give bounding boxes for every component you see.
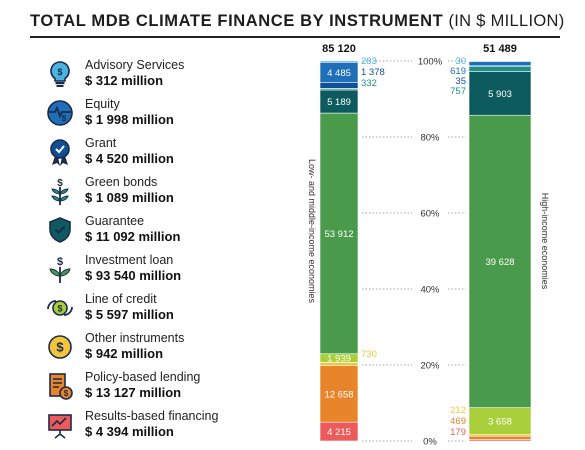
bar-segment <box>468 60 532 67</box>
segment-label: 757 <box>450 86 466 97</box>
legend-item-results-based-financing: Results-based financing $ 4 394 million <box>45 409 285 445</box>
legend-name: Green bonds <box>85 175 158 189</box>
legend-item-investment-loan: $ Investment loan $ 93 540 million <box>45 253 285 289</box>
segment-label: 3 658 <box>488 417 512 428</box>
legend-value: $ 13 127 million <box>85 385 182 400</box>
legend-name: Grant <box>85 136 117 150</box>
segment-label: 619 <box>450 66 466 77</box>
advisory-services-icon: $ <box>50 61 70 87</box>
svg-text:$: $ <box>57 67 62 77</box>
svg-text:$: $ <box>56 340 64 355</box>
legend-item-line-of-credit: $ Line of credit $ 5 597 million <box>45 292 285 328</box>
legend-value: $ 11 092 million <box>85 229 181 244</box>
investment-loan-icon: $ <box>49 256 71 283</box>
chart-title-unit: (IN $ MILLION) <box>448 12 565 30</box>
other-instruments-icon: $ <box>48 335 72 359</box>
segment-label: 35 <box>455 76 466 87</box>
legend-value: $ 4 520 million <box>85 151 174 166</box>
legend-name: Equity <box>85 97 120 111</box>
bar-segment <box>468 114 532 408</box>
green-bonds-icon: $ <box>51 178 69 205</box>
svg-text:$: $ <box>62 114 67 123</box>
segment-label: 1 378 <box>361 67 385 78</box>
y-tick-label: 20% <box>420 361 440 372</box>
y-tick-label: 60% <box>420 209 440 220</box>
legend-item-advisory-services: $ Advisory Services $ 312 million <box>45 58 285 94</box>
policy-based-lending-icon: $ <box>49 373 73 400</box>
legend-value: $ 5 597 million <box>85 307 174 322</box>
legend-value: $ 1 998 million <box>85 112 174 127</box>
segment-label: 332 <box>361 78 377 89</box>
bar-segment <box>319 81 359 89</box>
svg-text:$: $ <box>57 256 63 268</box>
segment-label: 5 189 <box>327 97 351 108</box>
svg-text:$: $ <box>64 389 69 398</box>
legend-name: Results-based financing <box>85 409 219 423</box>
svg-text:$: $ <box>57 304 62 314</box>
y-tick-label: 100% <box>418 57 443 68</box>
bar-segment <box>468 435 532 440</box>
legend-name: Investment loan <box>85 253 174 267</box>
y-tick-label: 0% <box>423 437 437 448</box>
chart-title: TOTAL MDB CLIMATE FINANCE BY INSTRUMENT … <box>30 12 564 31</box>
legend-item-green-bonds: $ Green bonds $ 1 089 million <box>45 175 285 211</box>
bar-segment <box>468 65 532 72</box>
legend-item-guarantee: Guarantee $ 11 092 million <box>45 214 285 250</box>
segment-label: 730 <box>361 349 377 360</box>
segment-label: 212 <box>450 405 466 416</box>
legend-value: $ 1 089 million <box>85 190 174 205</box>
legend-value: $ 312 million <box>85 73 164 88</box>
svg-text:$: $ <box>57 178 63 189</box>
legend-value: $ 942 million <box>85 346 164 361</box>
chart-title-text: TOTAL MDB CLIMATE FINANCE BY INSTRUMENT <box>30 12 444 30</box>
grant-icon <box>50 139 70 166</box>
segment-label: 5 903 <box>488 89 512 100</box>
segment-label: 30 <box>455 56 466 67</box>
legend-name: Other instruments <box>85 331 185 345</box>
segment-label: 39 628 <box>485 257 514 268</box>
legend-item-equity: $ Equity $ 1 998 million <box>45 97 285 133</box>
segment-label: 53 912 <box>324 229 353 240</box>
legend-value: $ 93 540 million <box>85 268 182 283</box>
bar-total-label: 85 120 <box>322 43 356 55</box>
results-based-financing-icon <box>48 414 72 439</box>
segment-label: 4 215 <box>327 427 351 438</box>
segment-label: 179 <box>450 427 466 438</box>
legend-name: Policy-based lending <box>85 370 201 384</box>
bar-segment <box>468 407 532 435</box>
category-label: Low- and middle-income economies <box>307 159 317 304</box>
legend-name: Guarantee <box>85 214 145 228</box>
segment-label: 4 485 <box>327 68 351 79</box>
bar-total-label: 51 489 <box>483 43 517 55</box>
equity-icon: $ <box>47 100 73 126</box>
y-tick-label: 40% <box>420 285 440 296</box>
legend-item-other-instruments: $ Other instruments $ 942 million <box>45 331 285 367</box>
bar-segment <box>319 60 359 63</box>
segment-label: 283 <box>361 56 377 67</box>
bar-segment <box>468 71 532 116</box>
segment-label: 12 658 <box>324 389 353 400</box>
line-of-credit-icon: $ <box>47 300 73 316</box>
segment-label: 469 <box>450 416 466 427</box>
segment-label: 1 939 <box>327 354 351 365</box>
title-rule <box>30 36 560 38</box>
legend-item-grant: Grant $ 4 520 million <box>45 136 285 172</box>
legend-value: $ 4 394 million <box>85 424 174 439</box>
legend-item-policy-based-lending: $ Policy-based lending $ 13 127 million <box>45 370 285 406</box>
bar-segment <box>468 60 532 62</box>
legend-name: Advisory Services <box>85 58 185 72</box>
bar-segment <box>319 365 359 423</box>
legend-name: Line of credit <box>85 292 157 306</box>
category-label: High-income economies <box>540 193 550 290</box>
y-tick-label: 80% <box>420 133 440 144</box>
bar-segment <box>319 112 359 355</box>
guarantee-icon <box>49 217 71 243</box>
